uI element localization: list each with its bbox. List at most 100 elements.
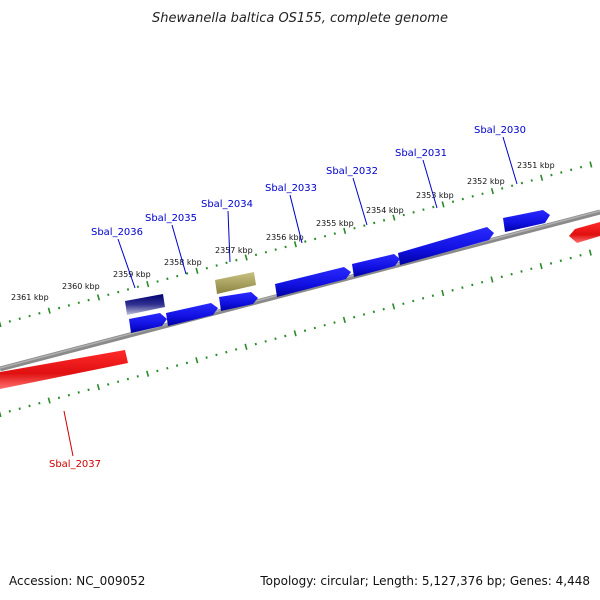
ruler-minor-tick: [323, 234, 327, 238]
ruler-minor-tick: [28, 404, 31, 408]
ruler-minor-tick: [264, 340, 267, 343]
ruler-minor-tick: [382, 307, 385, 311]
ruler-minor-tick: [57, 306, 61, 310]
ruler-minor-tick: [500, 275, 503, 279]
outer-ruler-track: [0, 161, 593, 328]
gene-label[interactable]: Sbal_2033: [265, 183, 317, 194]
gene-label[interactable]: Sbal_2034: [201, 199, 253, 210]
gene-sbal-2032[interactable]: [352, 254, 400, 277]
ruler-minor-tick: [107, 293, 110, 297]
gene-label[interactable]: Sbal_2037: [49, 459, 101, 470]
ruler-minor-tick: [313, 237, 317, 241]
ruler-minor-tick: [284, 245, 287, 249]
ruler-label: 2354 kbp: [366, 206, 404, 215]
ruler-major-tick: [490, 187, 494, 195]
gene-label[interactable]: Sbal_2036: [91, 227, 143, 238]
ruler-minor-tick: [18, 317, 21, 320]
ruler-major-tick: [0, 410, 2, 418]
ruler-minor-tick: [333, 321, 336, 324]
ruler-minor-tick: [284, 334, 287, 338]
ruler-minor-tick: [274, 248, 277, 251]
ruler-minor-tick: [264, 250, 268, 254]
ruler-minor-tick: [402, 213, 405, 217]
ruler-major-tick: [293, 330, 297, 337]
ruler-minor-tick: [136, 285, 140, 289]
ruler-minor-tick: [471, 195, 474, 198]
ruler-major-tick: [146, 370, 150, 377]
ruler-minor-tick: [254, 342, 257, 346]
ruler-minor-tick: [569, 256, 572, 260]
gene-sbal-2030[interactable]: [503, 210, 550, 232]
gene-sbal-2036[interactable]: [129, 313, 167, 333]
ruler-major-tick: [0, 320, 2, 328]
ruler-minor-tick: [254, 253, 258, 257]
ruler-major-tick: [343, 227, 347, 235]
ruler-minor-tick: [234, 348, 238, 351]
ruler-label: 2352 kbp: [467, 177, 505, 186]
ruler-minor-tick: [156, 280, 159, 283]
ruler-major-tick: [293, 241, 297, 248]
ruler-minor-tick: [550, 173, 553, 177]
ruler-minor-tick: [205, 266, 208, 270]
ruler-minor-tick: [412, 211, 415, 214]
gene-sbal-2036-highlight[interactable]: [125, 294, 165, 315]
ruler-minor-tick: [185, 361, 189, 365]
ruler-minor-tick: [353, 315, 356, 319]
ruler-minor-tick: [579, 165, 583, 169]
gene-sbal-2031[interactable]: [398, 227, 494, 265]
ruler-minor-tick: [353, 226, 356, 230]
gene-label[interactable]: Sbal_2032: [326, 166, 378, 177]
ruler-minor-tick: [501, 187, 504, 190]
ruler-minor-tick: [166, 277, 169, 281]
ruler-label: 2360 kbp: [62, 282, 100, 291]
ruler-minor-tick: [67, 393, 71, 397]
ruler-major-tick: [195, 267, 199, 274]
ruler-minor-tick: [313, 326, 316, 330]
gene-sbal-2035[interactable]: [166, 303, 218, 326]
ruler-minor-tick: [18, 407, 21, 410]
ruler-minor-tick: [530, 267, 533, 271]
ruler-minor-tick: [8, 409, 11, 413]
ruler-minor-tick: [480, 280, 484, 284]
ruler-major-tick: [195, 357, 199, 364]
inner-ruler-track: [0, 249, 592, 418]
ruler-minor-tick: [215, 353, 218, 357]
ruler-minor-tick: [235, 258, 238, 262]
ruler-minor-tick: [382, 219, 386, 222]
ruler-minor-tick: [107, 383, 110, 386]
ruler-major-tick: [47, 307, 51, 314]
ruler-minor-tick: [116, 380, 120, 384]
ruler-minor-tick: [57, 396, 61, 400]
ruler-minor-tick: [363, 224, 366, 227]
ruler-major-tick: [392, 303, 396, 310]
gene-label[interactable]: Sbal_2031: [395, 148, 447, 159]
ruler-minor-tick: [451, 200, 455, 204]
ruler-minor-tick: [481, 192, 484, 196]
ruler-minor-tick: [176, 274, 179, 278]
ruler-minor-tick: [117, 290, 120, 294]
gene-sbal-2037[interactable]: [0, 350, 128, 389]
ruler-label: 2357 kbp: [215, 246, 253, 255]
ruler-major-tick: [539, 262, 543, 270]
gene-reverse-right[interactable]: [569, 222, 600, 243]
ruler-minor-tick: [362, 313, 366, 316]
ruler-label: 2361 kbp: [11, 293, 49, 302]
ruler-minor-tick: [67, 304, 71, 307]
ruler-minor-tick: [77, 391, 80, 394]
ruler-minor-tick: [570, 168, 573, 172]
ruler-label: 2351 kbp: [517, 161, 555, 170]
ruler-major-tick: [490, 276, 494, 283]
ruler-minor-tick: [205, 356, 208, 359]
gene-sbal-2033[interactable]: [275, 267, 351, 297]
gene-sbal-2034[interactable]: [219, 292, 258, 311]
gene-label[interactable]: Sbal_2035: [145, 213, 197, 224]
ruler-minor-tick: [559, 259, 562, 263]
ruler-major-tick: [146, 280, 150, 288]
ruler-minor-tick: [185, 272, 189, 275]
ruler-minor-tick: [77, 301, 80, 305]
ruler-minor-tick: [38, 312, 41, 315]
gene-sbal-2034-highlight[interactable]: [215, 272, 256, 294]
gene-label[interactable]: Sbal_2030: [474, 125, 526, 136]
ruler-minor-tick: [461, 286, 464, 289]
